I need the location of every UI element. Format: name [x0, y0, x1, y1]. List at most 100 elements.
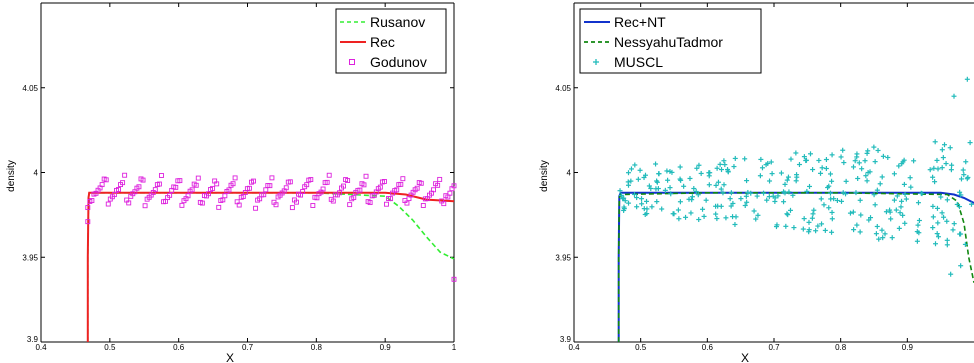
- muscl-marker: [731, 164, 737, 170]
- godunov-marker: [308, 177, 314, 182]
- muscl-marker: [720, 190, 726, 196]
- muscl-marker: [897, 210, 903, 216]
- muscl-marker: [677, 164, 683, 170]
- muscl-marker: [803, 157, 809, 163]
- muscl-marker: [911, 158, 917, 164]
- muscl-marker: [745, 189, 751, 195]
- muscl-marker: [826, 205, 832, 211]
- muscl-marker: [822, 227, 828, 233]
- muscl-marker: [810, 167, 816, 173]
- muscl-marker: [818, 196, 824, 202]
- godunov-marker: [193, 182, 199, 188]
- muscl-marker: [834, 198, 840, 204]
- muscl-marker: [958, 263, 964, 269]
- godunov-marker: [347, 202, 353, 208]
- muscl-marker: [935, 166, 941, 172]
- godunov-marker: [431, 187, 436, 193]
- godunov-marker: [294, 199, 299, 205]
- series-line-rec-nt: [617, 191, 974, 342]
- muscl-marker: [827, 190, 833, 196]
- muscl-marker: [759, 165, 765, 171]
- godunov-marker: [179, 202, 185, 208]
- muscl-marker: [829, 216, 835, 222]
- muscl-marker: [915, 222, 921, 228]
- muscl-marker: [696, 162, 702, 168]
- muscl-marker: [939, 165, 945, 171]
- godunov-marker: [177, 178, 183, 184]
- godunov-marker: [140, 177, 146, 183]
- godunov-marker: [189, 187, 195, 193]
- muscl-marker: [843, 178, 849, 184]
- muscl-marker: [902, 191, 908, 197]
- godunov-marker: [230, 181, 236, 187]
- muscl-marker: [639, 196, 645, 202]
- godunov-marker: [267, 183, 273, 189]
- muscl-marker: [725, 168, 731, 174]
- muscl-marker: [768, 159, 774, 165]
- muscl-marker: [675, 207, 681, 213]
- left-plot-area: [85, 172, 457, 342]
- godunov-marker: [336, 190, 342, 196]
- godunov-marker: [173, 184, 179, 190]
- muscl-marker: [938, 194, 944, 200]
- godunov-marker: [287, 179, 293, 185]
- muscl-marker: [967, 140, 973, 146]
- muscl-marker: [896, 225, 902, 231]
- muscl-marker: [914, 229, 920, 235]
- muscl-marker: [947, 145, 953, 151]
- muscl-marker: [853, 190, 859, 196]
- godunov-marker: [253, 205, 259, 211]
- muscl-marker: [935, 220, 941, 226]
- muscl-marker: [637, 167, 643, 173]
- muscl-marker: [713, 182, 719, 188]
- muscl-marker: [786, 189, 792, 195]
- muscl-marker: [826, 183, 832, 189]
- muscl-marker: [703, 197, 709, 203]
- muscl-marker: [964, 76, 970, 82]
- muscl-marker: [754, 193, 760, 199]
- godunov-marker: [195, 175, 201, 181]
- godunov-marker: [152, 187, 158, 193]
- muscl-marker: [765, 160, 771, 166]
- x-tick-label: 0.8: [835, 343, 847, 352]
- muscl-marker: [829, 152, 835, 158]
- muscl-marker: [653, 186, 659, 192]
- muscl-marker: [941, 214, 947, 220]
- legend-label-rec: Rec: [370, 34, 395, 50]
- legend-label-nessyahutadmor: NessyahuTadmor: [614, 34, 723, 50]
- godunov-marker: [89, 198, 95, 204]
- godunov-marker: [273, 202, 279, 208]
- godunov-marker: [341, 183, 346, 189]
- muscl-marker: [944, 218, 950, 224]
- godunov-marker: [418, 180, 424, 186]
- right-x-axis-label: X: [741, 351, 749, 363]
- muscl-marker: [865, 148, 871, 154]
- muscl-marker: [880, 235, 886, 241]
- muscl-marker: [840, 147, 846, 153]
- muscl-marker: [626, 170, 632, 176]
- godunov-marker: [142, 203, 148, 209]
- legend-label-rec-nt: Rec+NT: [614, 14, 666, 30]
- muscl-marker: [915, 200, 921, 206]
- muscl-marker: [949, 162, 955, 168]
- x-tick-label: 0.8: [311, 343, 323, 352]
- muscl-marker: [775, 193, 781, 199]
- y-tick-label: 3.9: [27, 335, 39, 344]
- godunov-marker: [99, 182, 105, 188]
- muscl-marker: [689, 194, 695, 200]
- muscl-marker: [696, 217, 702, 223]
- x-tick-label: 0.5: [104, 343, 116, 352]
- muscl-marker: [931, 165, 937, 171]
- muscl-marker: [687, 175, 693, 181]
- muscl-marker: [689, 197, 695, 203]
- series-line-rec: [86, 191, 455, 342]
- muscl-marker: [758, 156, 764, 162]
- muscl-marker: [730, 200, 736, 206]
- muscl-marker: [940, 155, 946, 161]
- muscl-marker: [791, 225, 797, 231]
- muscl-marker: [821, 202, 827, 208]
- muscl-marker: [939, 210, 945, 216]
- muscl-marker: [829, 209, 835, 215]
- godunov-marker: [199, 200, 205, 206]
